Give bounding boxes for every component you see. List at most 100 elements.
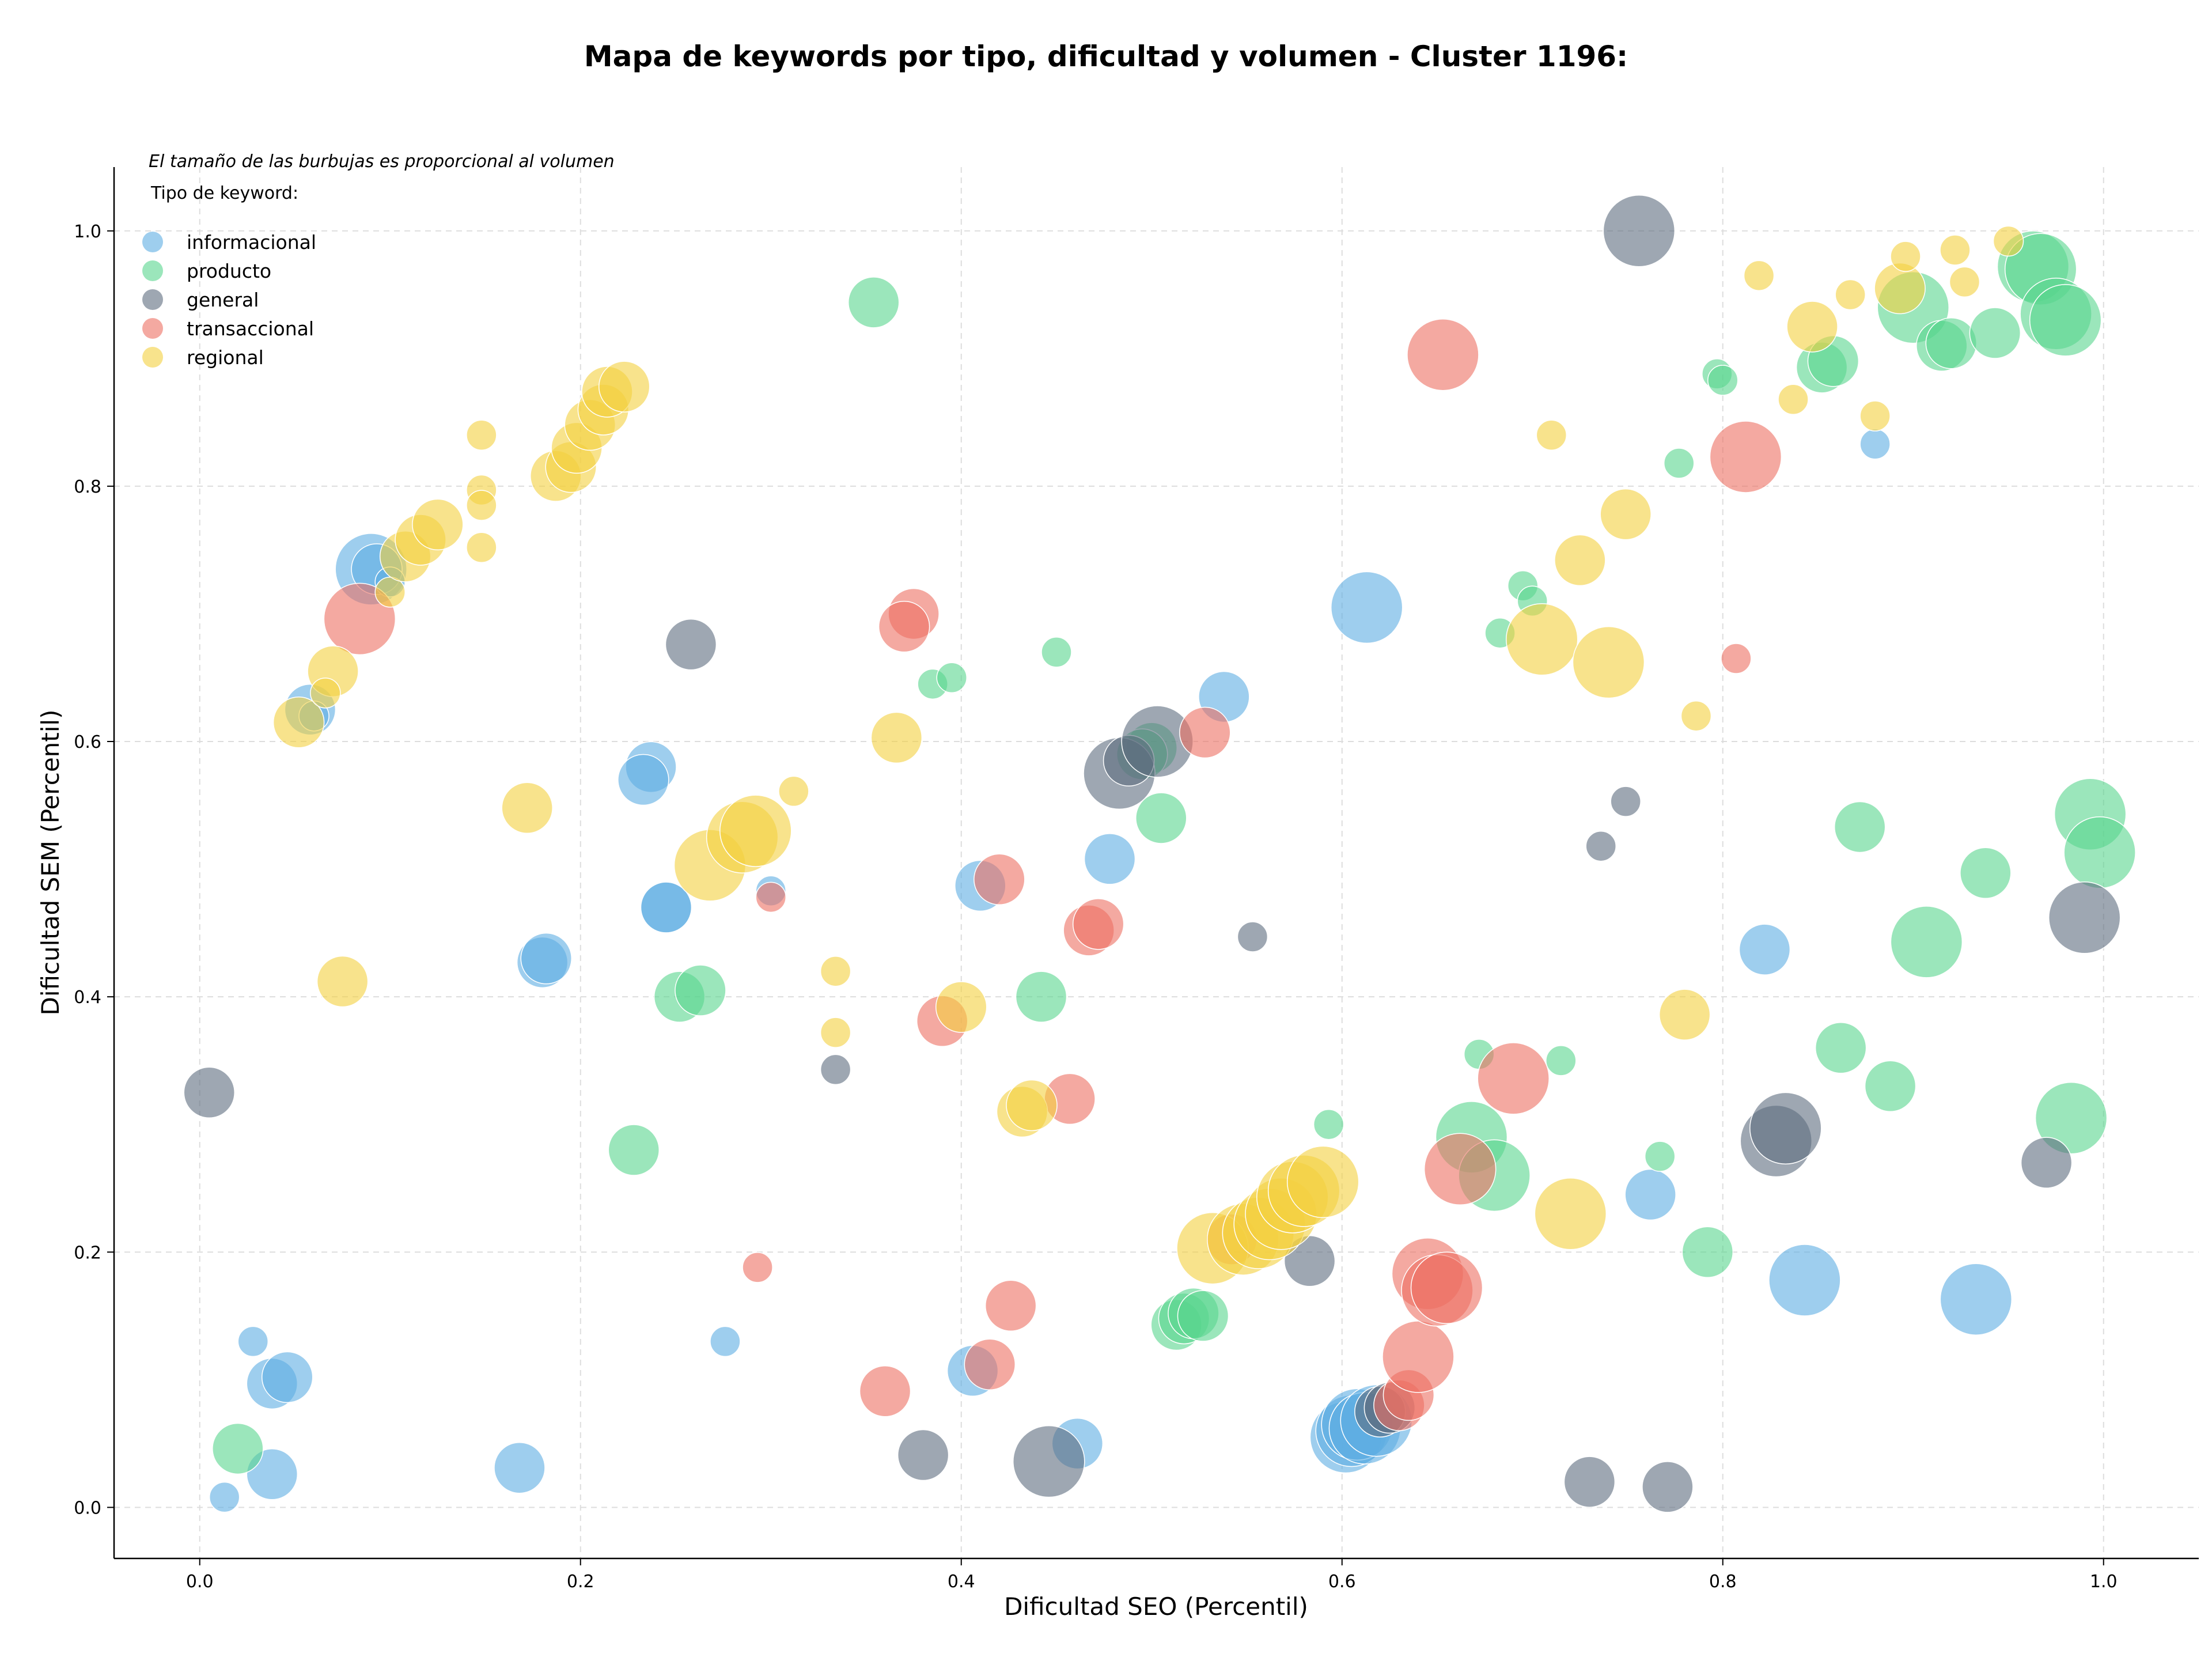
bubble-transaccional <box>984 1280 1037 1332</box>
bubble-producto <box>847 277 900 328</box>
bubble-regional <box>935 981 987 1033</box>
bubble-general <box>665 618 717 671</box>
bubble-general <box>2020 1137 2073 1189</box>
bubble-regional <box>1786 301 1838 353</box>
bubble-informacional <box>1330 571 1403 644</box>
bubble-regional <box>1286 1145 1359 1219</box>
bubble-regional <box>1534 1178 1607 1250</box>
bubble-producto <box>2035 1081 2108 1155</box>
bubble-producto <box>2063 816 2136 889</box>
bubble-producto <box>212 1422 264 1475</box>
bubble-producto <box>1135 792 1187 844</box>
bubble-producto <box>1890 906 1963 978</box>
bubble-producto <box>1864 1060 1916 1112</box>
bubble-producto <box>608 1124 660 1176</box>
bubble-transaccional <box>1477 1042 1550 1115</box>
series-informacional <box>209 429 2013 1513</box>
bubble-general <box>1563 1456 1616 1508</box>
bubble-regional <box>466 419 497 451</box>
bubble-producto <box>1969 307 2021 359</box>
x-tick-label: 0.4 <box>948 1572 975 1592</box>
bubble-regional <box>1680 700 1712 732</box>
bubble-producto <box>1960 847 2012 899</box>
bubble-producto <box>675 964 726 1016</box>
bubble-regional <box>870 712 923 764</box>
bubble-informacional <box>1084 833 1136 885</box>
legend-title: Tipo de keyword: <box>150 183 298 203</box>
y-tick-label: 0.8 <box>74 477 101 497</box>
x-tick-label: 0.0 <box>186 1572 214 1592</box>
bubble-general <box>183 1066 236 1119</box>
bubble-producto <box>1707 365 1738 396</box>
bubble-transaccional <box>742 1252 773 1283</box>
bubble-informacional <box>494 1441 546 1494</box>
series-general <box>183 195 2121 1513</box>
bubble-producto <box>936 662 967 693</box>
bubble-regional <box>466 532 497 563</box>
bubble-regional <box>1743 260 1775 292</box>
legend-marker-regional <box>142 347 163 368</box>
bubble-layer <box>183 195 2136 1513</box>
bubble-transaccional <box>755 881 786 913</box>
bubble-general <box>1610 786 1641 817</box>
axes-frame <box>113 167 2199 1560</box>
bubble-transaccional <box>1709 421 1782 493</box>
bubble-producto <box>1681 1226 1734 1278</box>
bubble-informacional <box>1738 924 1791 975</box>
bubble-general <box>897 1429 949 1481</box>
bubble-regional <box>316 955 369 1008</box>
legend-marker-informacional <box>142 232 163 252</box>
x-tick-label: 1.0 <box>2090 1572 2118 1592</box>
bubble-regional <box>1506 603 1578 676</box>
bubble-regional <box>1572 626 1645 699</box>
legend-marker-producto <box>142 260 163 281</box>
bubble-regional <box>466 490 497 521</box>
bubble-transaccional <box>1382 1321 1455 1393</box>
y-axis-label: Dificultad SEM (Percentil) <box>36 710 65 1016</box>
bubble-regional <box>820 1017 851 1048</box>
bubble-transaccional <box>1179 706 1231 759</box>
bubble-general <box>2048 881 2121 954</box>
bubble-regional <box>598 361 650 413</box>
bubble-producto <box>1015 971 1067 1023</box>
bubble-informacional <box>618 754 669 806</box>
series-regional <box>272 225 2024 1285</box>
bubble-regional <box>820 956 851 987</box>
bubble-regional <box>1993 225 2024 257</box>
bubble-regional <box>1778 384 1809 415</box>
bubble-producto <box>1177 1290 1229 1342</box>
series-producto <box>212 230 2136 1475</box>
axis-ticks: 0.0 0.2 0.4 0.6 0.8 1.0 0.0 0.2 0.4 0.6 0.8 1.0 <box>74 222 2117 1592</box>
legend-label-transaccional: transaccional <box>187 317 314 340</box>
bubble-general <box>1642 1461 1694 1513</box>
bubble-producto <box>1834 801 1886 853</box>
bubble-transaccional <box>1410 1251 1483 1325</box>
bubble-regional <box>1554 534 1606 587</box>
bubble-informacional <box>1624 1168 1676 1221</box>
y-tick-label: 0.0 <box>74 1498 101 1518</box>
bubble-general <box>1603 195 1676 267</box>
bubble-general <box>1237 921 1268 952</box>
legend-marker-transaccional <box>142 318 163 339</box>
bubble-informacional <box>209 1481 240 1513</box>
bubble-regional <box>1006 1079 1058 1132</box>
bubble-informacional <box>262 1351 313 1403</box>
bubble-producto <box>1041 637 1072 668</box>
bubble-informacional <box>1768 1244 1841 1316</box>
y-tick-label: 1.0 <box>74 222 101 242</box>
legend-label-general: general <box>187 289 259 311</box>
bubble-regional <box>310 678 341 709</box>
bubble-transaccional <box>964 1338 1016 1390</box>
bubble-regional <box>1600 488 1652 540</box>
legend-label-informacional: informacional <box>187 231 316 253</box>
legend-marker-general <box>142 289 163 310</box>
bubble-producto <box>2029 284 2102 357</box>
legend-label-producto: producto <box>187 260 271 282</box>
bubble-regional <box>1949 266 1980 298</box>
bubble-producto <box>1313 1108 1344 1140</box>
bubble-general <box>1749 1092 1822 1165</box>
chart-title: Mapa de keywords por tipo, dificultad y … <box>584 40 1628 73</box>
legend-label-regional: regional <box>187 346 264 369</box>
series-transaccional <box>323 318 1782 1431</box>
